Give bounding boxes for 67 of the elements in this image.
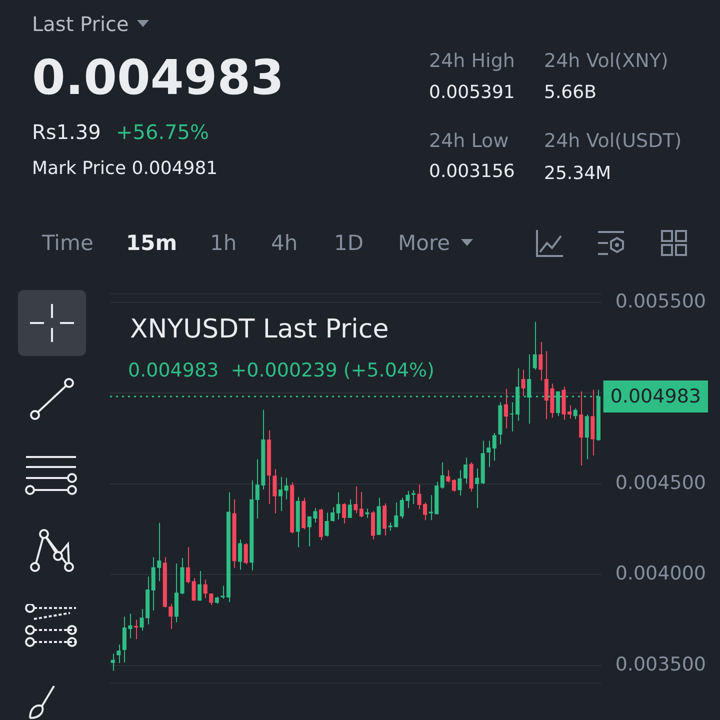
candlestick [504,388,508,429]
text: 24h Vol(USDT) [544,130,682,152]
candlestick [452,478,456,492]
text: 24h Low [429,130,509,152]
y-tick-label: 0.004500 [615,472,706,494]
y-tick-label: 0.004000 [615,562,706,585]
candlestick [244,542,248,565]
text: +56.75% [116,120,210,144]
text: More [398,231,450,255]
text: 1h [210,231,237,255]
text: 25.34M [544,163,612,184]
candlestick [446,470,450,483]
candlestick [365,508,370,518]
candlestick [538,342,543,382]
candlestick [475,468,480,509]
candlestick [110,653,115,672]
candlestick [324,512,329,537]
candlestick [573,408,578,420]
candlestick [521,369,526,396]
candlestick [209,593,214,606]
text: Time [42,231,94,255]
text: Mark Price 0.004981 [32,158,218,179]
candlestick [492,432,496,462]
candlestick [584,414,589,460]
text: XNYUSDT Last Price [130,314,389,344]
candlestick [532,321,537,370]
candlestick [590,389,595,456]
candlestick [203,579,208,599]
text: Rs1.39 [32,120,101,144]
candlestick [382,502,387,536]
ref-line-label: 0.004983 [610,385,702,408]
candlestick [186,546,190,584]
text: 0.003156 [429,161,515,182]
candlestick [348,498,352,518]
candlestick [359,491,364,518]
y-tick-label: 0.005500 [615,290,706,312]
candlestick [272,468,277,514]
text: 24h Vol(XNY) [544,50,668,72]
candlestick [411,490,416,505]
candlestick [116,644,121,664]
candlestick [198,570,202,602]
candlestick [220,585,225,600]
text: 0.004983 [32,50,284,106]
text: 0.004983 +0.000239 (+5.04%) [128,359,434,382]
candlestick [342,502,346,524]
y-tick-label: 0.003500 [615,653,706,676]
text: 15m [126,231,178,255]
candlestick [463,457,468,484]
candlestick [440,462,444,490]
text: Last Price [32,12,129,36]
candlestick [370,510,376,540]
candlestick [458,470,462,496]
candlestick [336,492,340,520]
text: 0.005391 [429,82,515,103]
candlestick [354,486,358,514]
candlestick [278,476,283,512]
candlestick [192,578,196,602]
candlestick [330,506,335,522]
text: 24h High [429,50,515,72]
text: 5.66B [544,82,596,103]
text: 4h [271,231,298,255]
text: 1D [334,231,364,255]
candlestick [134,619,138,640]
candlestick [238,539,242,570]
candlestick [284,477,288,500]
candlestick [579,390,584,466]
candlestick [486,440,491,468]
